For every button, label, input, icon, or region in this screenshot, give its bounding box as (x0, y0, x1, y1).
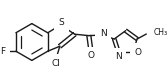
Text: O: O (134, 48, 141, 57)
Text: H: H (101, 26, 107, 35)
Text: N: N (100, 29, 106, 38)
Text: F: F (0, 47, 5, 56)
Text: O: O (88, 51, 94, 60)
Text: CH₃: CH₃ (154, 28, 168, 37)
Text: S: S (58, 18, 64, 27)
Text: N: N (115, 52, 122, 61)
Text: Cl: Cl (52, 59, 61, 68)
